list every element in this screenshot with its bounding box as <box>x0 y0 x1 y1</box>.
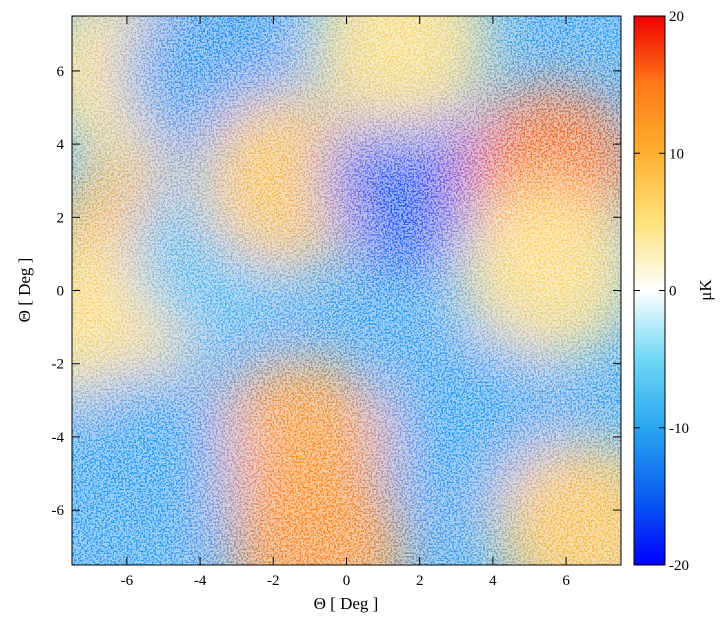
x-tick-label: -4 <box>194 573 207 589</box>
colorbar-tick-label: -20 <box>669 558 689 574</box>
x-axis: -6 -4 -2 0 2 4 6 <box>121 16 570 589</box>
y-tick-label: -6 <box>52 503 65 519</box>
colorbar-tick-label: 10 <box>669 146 684 162</box>
y-axis-title: Θ [ Deg ] <box>15 258 34 323</box>
x-tick-label: 2 <box>416 573 424 589</box>
colorbar-ticks: -20 -10 0 10 20 <box>634 9 689 574</box>
colorbar-tick-label: 0 <box>669 284 677 300</box>
y-tick-label: -2 <box>52 357 65 373</box>
y-axis: -6 -4 -2 0 2 4 6 <box>52 64 621 519</box>
y-tick-label: 2 <box>57 210 65 226</box>
colorbar: -20 -10 0 10 20 μK <box>633 9 715 574</box>
colorbar-label: μK <box>696 279 715 301</box>
y-tick-label: 0 <box>57 284 65 300</box>
y-tick-label: 6 <box>57 64 65 80</box>
x-tick-label: -6 <box>121 573 134 589</box>
x-tick-label: 0 <box>343 573 351 589</box>
x-tick-label: 6 <box>562 573 570 589</box>
x-tick-label: 4 <box>489 573 497 589</box>
x-tick-label: -2 <box>267 573 280 589</box>
y-tick-label: -4 <box>52 430 65 446</box>
heatmap-area <box>71 15 622 566</box>
x-axis-title: Θ [ Deg ] <box>314 594 379 613</box>
y-tick-label: 4 <box>57 137 65 153</box>
heatmap-speckle <box>72 16 621 565</box>
colorbar-tick-label: 20 <box>669 9 684 25</box>
colorbar-tick-label: -10 <box>669 421 689 437</box>
